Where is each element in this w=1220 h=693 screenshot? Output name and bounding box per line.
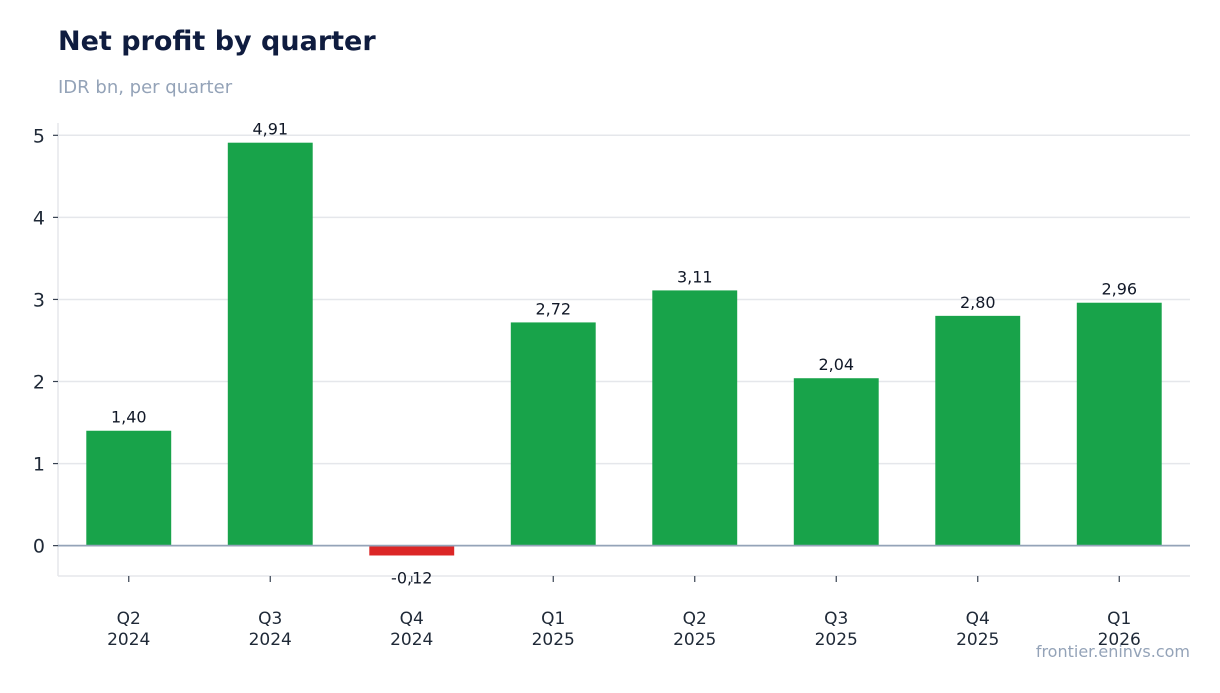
- data-label: 2,96: [1101, 280, 1137, 299]
- x-tick-label: 2025: [815, 630, 858, 650]
- y-tick-label: 0: [33, 536, 45, 558]
- x-tick-label: 2025: [956, 630, 999, 650]
- x-tick-label: Q2: [683, 609, 707, 629]
- x-tick-label: 2024: [107, 630, 150, 650]
- x-tick-label: Q3: [824, 609, 848, 629]
- bar: [227, 142, 313, 546]
- bar: [369, 545, 455, 556]
- y-tick-label: 3: [33, 289, 45, 311]
- x-tick-label: Q1: [541, 609, 565, 629]
- x-tick-label: 2024: [249, 630, 292, 650]
- data-label: 1,40: [111, 408, 147, 427]
- y-tick-label: 5: [33, 125, 45, 147]
- data-label: 2,72: [535, 299, 571, 318]
- bar: [935, 315, 1021, 546]
- x-tick-label: Q4: [400, 609, 424, 629]
- x-tick-label: Q4: [966, 609, 990, 629]
- bar: [652, 290, 738, 546]
- bar: [793, 378, 879, 546]
- x-tick-label: 2025: [673, 630, 716, 650]
- bar: [86, 430, 172, 546]
- bar: [510, 322, 596, 546]
- y-tick-label: 4: [33, 207, 45, 229]
- x-tick-label: Q3: [258, 609, 282, 629]
- x-tick-label: Q2: [117, 609, 141, 629]
- data-label: 2,04: [818, 355, 854, 374]
- data-label: 4,91: [252, 120, 288, 139]
- data-label: 3,11: [677, 267, 713, 286]
- data-label: 2,80: [960, 293, 996, 312]
- x-tick-label: 2024: [390, 630, 433, 650]
- x-tick-label: 2026: [1098, 630, 1141, 650]
- y-tick-label: 1: [33, 454, 45, 476]
- bar: [1076, 302, 1162, 546]
- y-tick-label: 2: [33, 372, 45, 394]
- source-credit: frontier.eninvs.com: [1035, 642, 1190, 661]
- chart-subtitle: IDR bn, per quarter: [58, 77, 233, 98]
- chart-title: Net profit by quarter: [58, 26, 376, 57]
- x-tick-label: Q1: [1107, 609, 1131, 629]
- x-tick-label: 2025: [532, 630, 575, 650]
